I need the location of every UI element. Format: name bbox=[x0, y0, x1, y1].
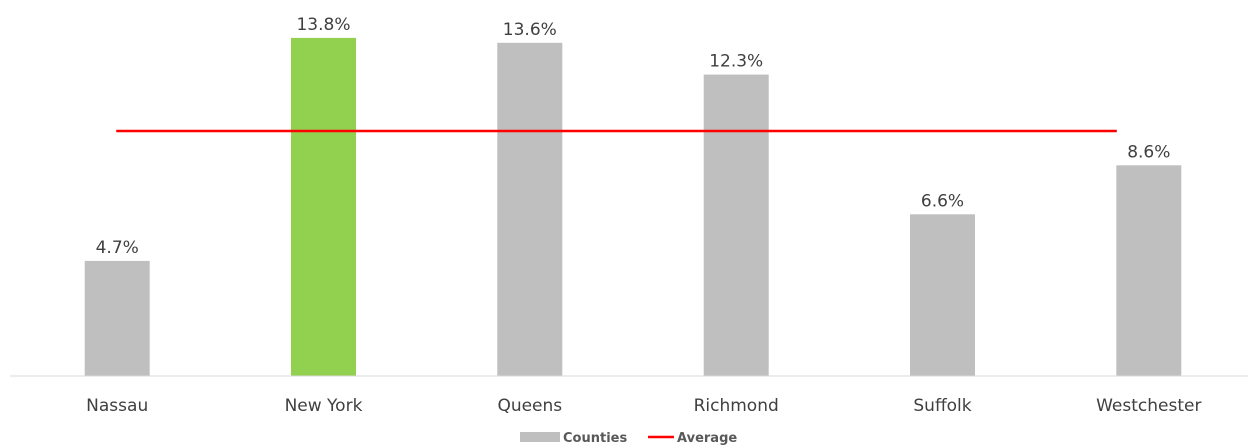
bar-nassau bbox=[84, 260, 150, 376]
value-label-new-york: 13.8% bbox=[296, 15, 350, 35]
category-label-suffolk: Suffolk bbox=[913, 396, 971, 416]
bar-westchester bbox=[1116, 165, 1182, 376]
legend: Counties Average bbox=[520, 431, 737, 446]
bar-richmond bbox=[703, 74, 769, 376]
bar-queens bbox=[497, 42, 563, 377]
category-labels-group: Nassau New York Queens Richmond Suffolk Westc… bbox=[86, 396, 1201, 416]
bar-new-york bbox=[291, 37, 356, 377]
bar-suffolk bbox=[910, 214, 975, 376]
category-label-richmond: Richmond bbox=[694, 396, 779, 416]
value-label-richmond: 12.3% bbox=[709, 52, 763, 72]
legend-label-counties: Counties bbox=[563, 431, 627, 446]
category-label-queens: Queens bbox=[497, 396, 562, 416]
category-label-new-york: New York bbox=[285, 396, 363, 416]
bars-group bbox=[84, 37, 1182, 377]
value-labels-group: 4.7% 13.8% 13.6% 12.3% 6.6% 8.6% bbox=[96, 15, 1171, 258]
value-label-westchester: 8.6% bbox=[1127, 142, 1170, 162]
category-label-nassau: Nassau bbox=[86, 396, 148, 416]
value-label-nassau: 4.7% bbox=[96, 238, 139, 258]
legend-label-average: Average bbox=[677, 431, 737, 446]
value-label-suffolk: 6.6% bbox=[921, 191, 964, 211]
category-label-westchester: Westchester bbox=[1096, 396, 1201, 416]
value-label-queens: 13.6% bbox=[503, 20, 557, 40]
legend-swatch-counties bbox=[520, 432, 560, 442]
